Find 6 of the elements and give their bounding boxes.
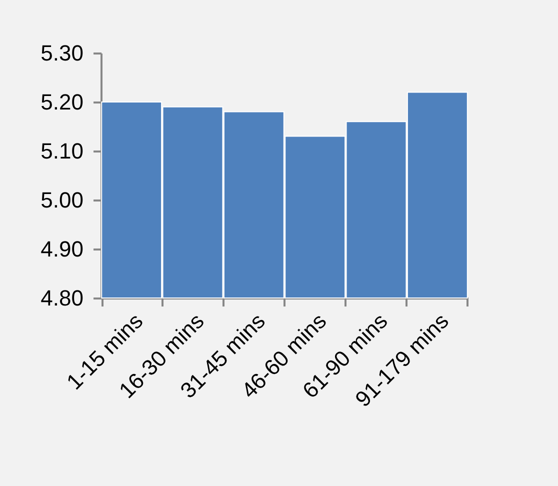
y-tick-label: 4.80 [40, 286, 84, 310]
y-tick-label: 5.20 [40, 90, 84, 114]
y-tick-label: 4.90 [40, 236, 84, 262]
y-tick-label: 5.10 [40, 138, 84, 164]
y-tick-label: 5.30 [40, 40, 84, 66]
y-tick-label: 5.00 [40, 188, 84, 212]
